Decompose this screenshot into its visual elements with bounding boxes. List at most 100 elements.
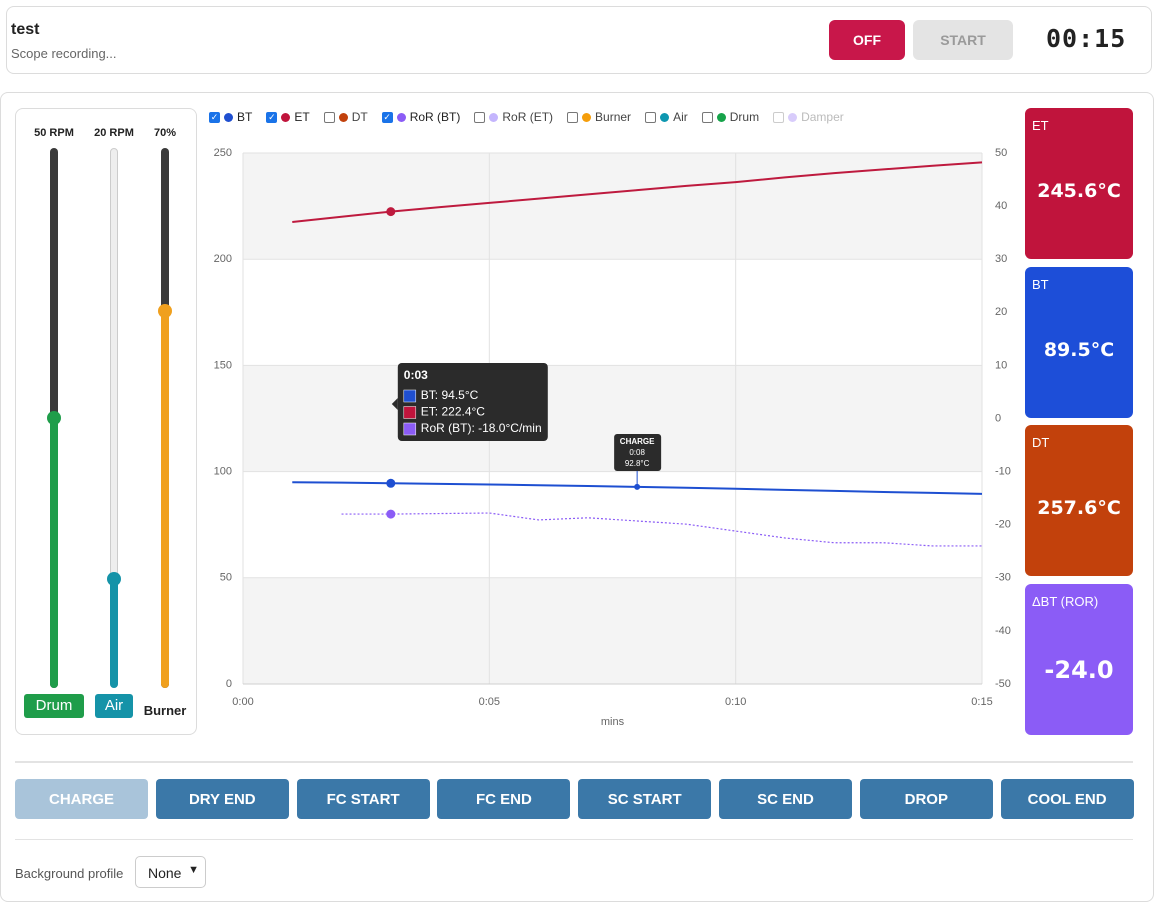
legend-label: Damper (801, 110, 844, 124)
grid-band (243, 365, 982, 472)
legend-swatch (489, 112, 499, 122)
grid-band (243, 153, 982, 260)
slider-value-label: 70% (153, 127, 177, 139)
readout-panel (1025, 425, 1133, 576)
readout-panel (1025, 108, 1133, 259)
hover-point (386, 478, 396, 488)
y-tick-label: 50 (220, 572, 232, 584)
legend-item[interactable]: ✓ ET (266, 110, 310, 124)
annotation-box (614, 434, 662, 471)
event-button[interactable]: DROP (859, 779, 993, 819)
background-profile-label: Background profile (15, 866, 124, 881)
annotation-label: CHARGE (620, 437, 655, 446)
event-button[interactable]: SC START (578, 779, 712, 819)
event-button[interactable]: FC END (437, 779, 571, 819)
legend-label: RoR (BT) (409, 110, 461, 124)
slider-name: Burner (143, 703, 187, 718)
tooltip-swatch (403, 389, 417, 403)
slider-value-label: 20 RPM (94, 127, 134, 139)
readout-label: BT (1032, 276, 1049, 292)
legend-checkbox[interactable]: ✓ (381, 111, 393, 123)
select-caret: ▼ (188, 864, 199, 876)
slider-name: Drum (24, 694, 84, 718)
legend-swatch (582, 112, 592, 122)
legend-label: Air (673, 110, 688, 124)
legend-checkbox[interactable] (323, 111, 335, 123)
slider-fill (50, 418, 58, 688)
event-button[interactable]: SC END (719, 779, 852, 819)
legend-checkbox[interactable] (645, 111, 657, 123)
legend-item: Damper (773, 110, 844, 124)
x-tick-label: 0:15 (971, 696, 992, 708)
legend-swatch (396, 112, 406, 122)
annotation-value: 92.8°C (625, 459, 650, 468)
slider-value-label: 50 RPM (34, 127, 74, 139)
tooltip-box (397, 363, 548, 441)
slider-name: Air (95, 694, 133, 718)
readout-value: -24.0 (1044, 655, 1114, 684)
legend-swatch (716, 112, 726, 122)
legend-swatch (281, 112, 291, 122)
legend-item[interactable]: Burner (567, 110, 631, 124)
legend-label: Drum (729, 110, 760, 124)
legend-checkbox[interactable]: ✓ (209, 111, 220, 123)
off-button[interactable]: OFF (829, 20, 905, 60)
readout-label: DT (1032, 435, 1050, 450)
legend-checkbox[interactable] (567, 111, 579, 123)
tooltip-row: BT: 94.5°C (421, 388, 479, 402)
tooltip-swatch (403, 422, 417, 436)
readout-value: 257.6°C (1037, 497, 1121, 519)
y-tick-label: 250 (214, 147, 232, 159)
y2-tick-label: -40 (995, 625, 1011, 637)
y2-tick-label: -20 (995, 519, 1011, 531)
legend-item[interactable]: Drum (701, 110, 760, 124)
legend-checkbox[interactable] (701, 111, 713, 123)
slider-knob[interactable] (158, 303, 172, 318)
slider-knob[interactable] (47, 411, 61, 425)
legend-item[interactable]: ✓ RoR (BT) (381, 110, 461, 124)
event-button[interactable]: DRY END (155, 779, 289, 819)
y2-tick-label: -30 (995, 572, 1011, 584)
slider-knob[interactable] (107, 571, 121, 586)
event-button[interactable]: COOL END (1000, 779, 1134, 819)
y2-tick-label: 40 (995, 200, 1007, 212)
y2-tick-label: 50 (995, 147, 1007, 159)
subtitle: Scope recording... (11, 46, 117, 61)
annotation-point (634, 483, 641, 490)
select-value: None (148, 865, 182, 881)
y-tick-label: 100 (214, 466, 232, 478)
legend-swatch (788, 112, 798, 122)
y2-tick-label: -10 (995, 466, 1011, 478)
legend-item[interactable]: ✓ BT (209, 110, 252, 124)
tooltip-title: 0:03 (404, 368, 428, 382)
y2-tick-label: 10 (995, 359, 1007, 371)
legend-swatch (660, 112, 670, 122)
timer: 00:15 (1046, 24, 1127, 53)
tooltip-swatch (403, 406, 417, 419)
legend-item[interactable]: RoR (ET) (474, 110, 553, 124)
legend-item[interactable]: Air (645, 110, 688, 124)
series-line (292, 161, 983, 224)
event-button[interactable]: FC START (296, 779, 430, 819)
y2-tick-label: 20 (995, 306, 1007, 318)
readout-panel (1025, 583, 1133, 735)
tooltip-row: RoR (BT): -18.0°C/min (421, 421, 542, 435)
legend-label: RoR (ET) (502, 110, 554, 124)
y-tick-label: 200 (214, 253, 232, 265)
legend: ✓ BT ✓ ET DT ✓ RoR (BT) RoR (ET) Burner Air Drum Da… (209, 110, 844, 124)
start-button[interactable]: START (913, 20, 1013, 60)
slider-fill (110, 578, 118, 688)
x-tick-label: 0:10 (725, 696, 746, 708)
y-tick-label: 150 (214, 359, 232, 371)
readout-value: 89.5°C (1043, 338, 1115, 361)
background-profile-select[interactable]: None ▼ (135, 856, 206, 888)
legend-item[interactable]: DT (323, 110, 368, 124)
y2-tick-label: -50 (995, 678, 1011, 690)
separator (15, 839, 1133, 840)
readout-value: 245.6°C (1037, 180, 1121, 202)
readout-label: ΔBT (ROR) (1032, 593, 1099, 609)
legend-checkbox[interactable]: ✓ (266, 111, 278, 123)
legend-checkbox[interactable] (474, 111, 486, 123)
legend-label: BT (237, 110, 253, 124)
